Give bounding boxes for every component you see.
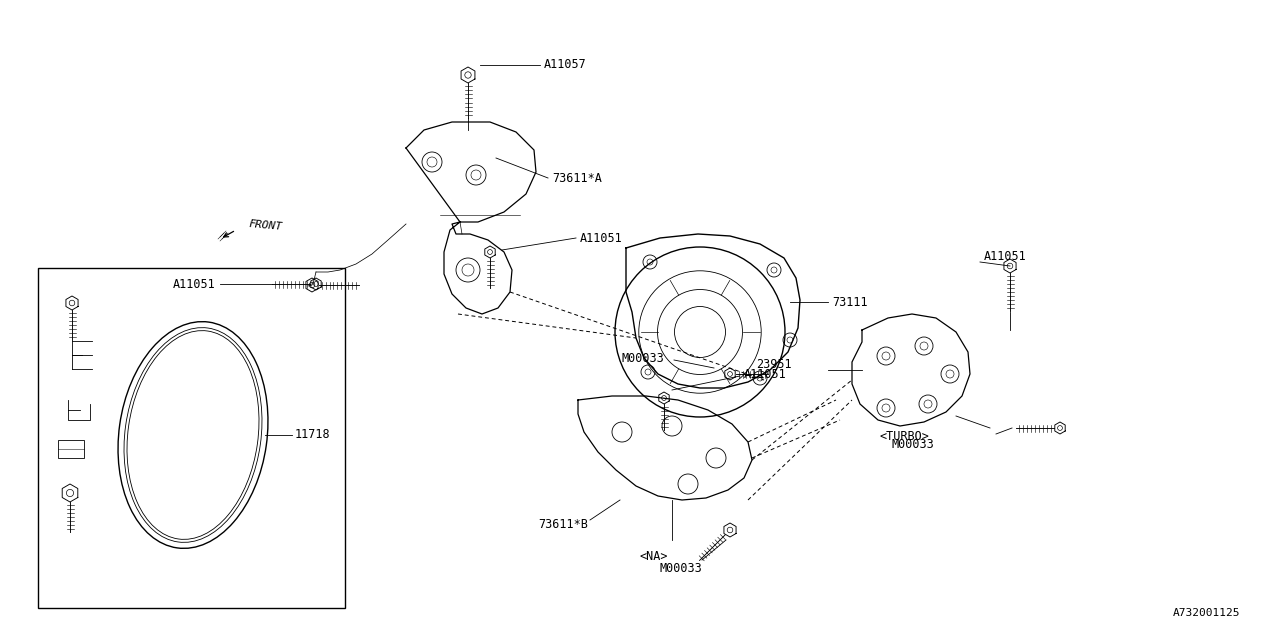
Text: A11051: A11051 [580, 232, 623, 244]
Text: 73111: 73111 [832, 296, 868, 308]
Text: <NA>: <NA> [640, 550, 668, 563]
Text: 23951: 23951 [756, 358, 791, 371]
Text: A11051: A11051 [173, 278, 216, 291]
Text: M00033: M00033 [892, 438, 934, 451]
Bar [58, 440, 84, 458]
Text: A11057: A11057 [544, 58, 586, 72]
Text: A11051: A11051 [984, 250, 1027, 262]
Text: M00033: M00033 [622, 351, 664, 365]
Text: <TURBO>: <TURBO> [881, 429, 929, 442]
Bar [38, 268, 346, 608]
Text: A732001125: A732001125 [1172, 608, 1240, 618]
Text: FRONT: FRONT [248, 218, 283, 232]
Text: A11051: A11051 [744, 367, 787, 381]
Text: 73611*A: 73611*A [552, 172, 602, 184]
Text: 11718: 11718 [294, 429, 330, 442]
Text: 73611*B: 73611*B [538, 518, 588, 531]
Text: M00033: M00033 [660, 561, 703, 575]
